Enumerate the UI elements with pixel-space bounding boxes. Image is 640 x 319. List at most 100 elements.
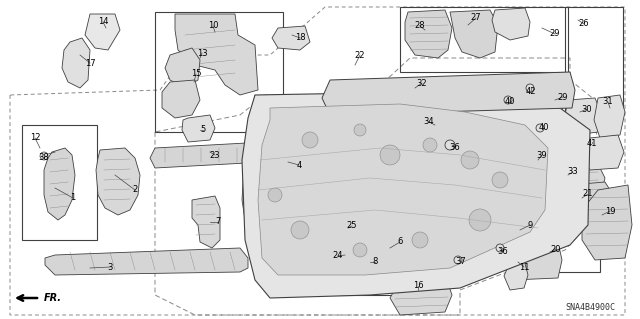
Text: 36: 36 [450,143,460,152]
Text: 38: 38 [38,153,49,162]
Text: 5: 5 [200,125,205,135]
Text: 25: 25 [347,221,357,231]
Circle shape [461,151,479,169]
Text: 29: 29 [550,29,560,39]
Text: 39: 39 [537,151,547,160]
Text: 9: 9 [527,220,532,229]
Text: 17: 17 [84,58,95,68]
Circle shape [291,221,309,239]
Circle shape [536,124,544,132]
Text: 30: 30 [582,105,592,114]
Polygon shape [528,145,568,180]
Circle shape [268,188,282,202]
Text: 37: 37 [456,257,467,266]
Circle shape [423,138,437,152]
Circle shape [353,243,367,257]
Text: 16: 16 [413,281,423,291]
Polygon shape [568,182,615,228]
Polygon shape [44,148,75,220]
Text: 8: 8 [372,257,378,266]
Polygon shape [85,14,120,50]
Circle shape [504,96,512,104]
Polygon shape [450,10,498,58]
Circle shape [454,256,462,264]
Text: 41: 41 [587,138,597,147]
Text: 7: 7 [215,218,221,226]
Polygon shape [390,275,452,315]
Text: 13: 13 [196,48,207,57]
Text: 34: 34 [424,117,435,127]
Circle shape [469,209,491,231]
Text: 33: 33 [568,167,579,176]
Polygon shape [505,242,562,280]
Circle shape [302,132,318,148]
Text: 40: 40 [505,97,515,106]
Polygon shape [582,135,624,170]
Polygon shape [268,145,302,175]
Text: 24: 24 [333,251,343,261]
Circle shape [412,232,428,248]
Circle shape [496,244,504,252]
Text: 32: 32 [417,78,428,87]
Text: 14: 14 [98,18,108,26]
Bar [508,194,600,272]
Text: 23: 23 [210,151,220,160]
Text: 36: 36 [498,247,508,256]
Polygon shape [162,80,200,118]
Text: 19: 19 [605,206,615,216]
Text: 27: 27 [470,13,481,23]
Polygon shape [564,98,602,135]
Circle shape [40,152,48,160]
Text: 11: 11 [519,263,529,271]
Polygon shape [272,26,310,50]
Polygon shape [150,142,270,168]
Polygon shape [582,185,632,260]
Text: 4: 4 [296,160,301,169]
Text: 28: 28 [415,21,426,31]
Text: 6: 6 [397,238,403,247]
Polygon shape [594,95,625,138]
Bar [22,125,97,240]
Text: FR.: FR. [44,293,62,303]
Text: SNA4B4900C: SNA4B4900C [565,303,615,313]
Polygon shape [405,10,452,58]
Polygon shape [504,260,528,290]
Polygon shape [258,104,548,275]
Text: 29: 29 [557,93,568,101]
Text: 21: 21 [583,189,593,198]
Polygon shape [175,14,258,95]
Text: 31: 31 [603,98,613,107]
Text: 10: 10 [208,21,218,31]
Text: 26: 26 [579,19,589,28]
Polygon shape [62,38,90,88]
Polygon shape [370,222,438,268]
Text: 42: 42 [525,86,536,95]
Polygon shape [505,196,562,252]
Circle shape [526,84,534,92]
Text: 12: 12 [29,133,40,143]
Polygon shape [560,158,605,200]
Polygon shape [96,148,140,215]
Bar [155,12,283,132]
Circle shape [445,140,455,150]
Bar [565,7,623,112]
Text: 18: 18 [294,33,305,42]
Bar [330,215,425,295]
Polygon shape [242,92,590,298]
Polygon shape [332,215,362,242]
Polygon shape [45,248,248,275]
Text: 22: 22 [355,50,365,60]
Polygon shape [534,80,568,112]
Circle shape [492,172,508,188]
Text: 3: 3 [108,263,113,271]
Circle shape [380,145,400,165]
Polygon shape [242,95,255,250]
Polygon shape [340,245,378,280]
Polygon shape [192,196,220,248]
Text: 40: 40 [539,123,549,132]
Polygon shape [182,115,215,142]
Text: 1: 1 [70,194,76,203]
Text: 20: 20 [551,244,561,254]
Text: 15: 15 [191,70,201,78]
Polygon shape [322,72,575,115]
